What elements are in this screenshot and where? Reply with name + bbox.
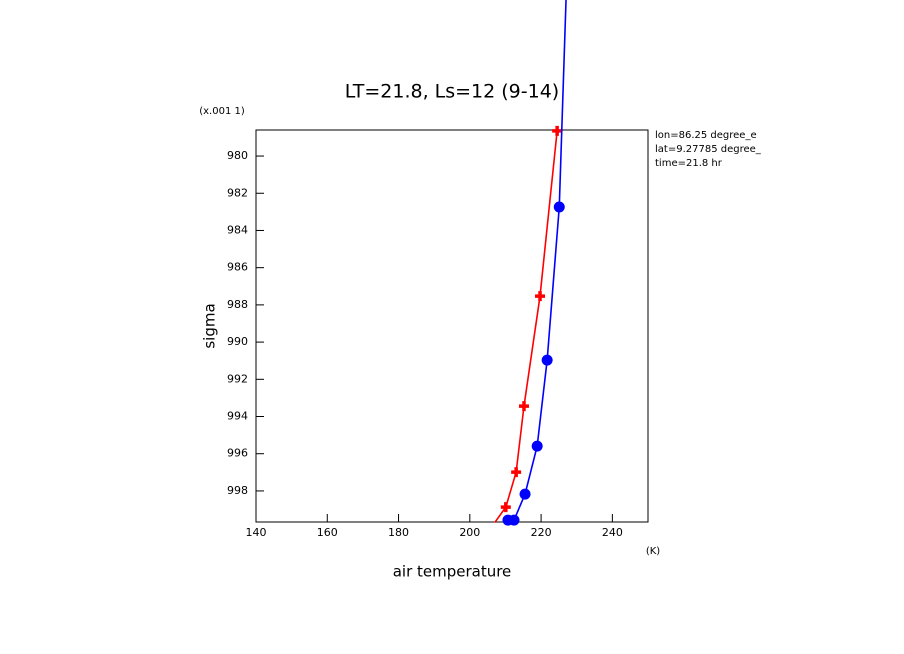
- marker: [518, 401, 529, 412]
- y-tick-label: 996: [227, 447, 248, 460]
- x-unit: (K): [646, 546, 660, 557]
- chart-title: LT=21.8, Ls=12 (9-14): [345, 81, 559, 103]
- marker: [552, 125, 563, 136]
- marker: [541, 354, 553, 366]
- x-axis-label: air temperature: [393, 563, 512, 581]
- y-tick-label: 986: [227, 261, 248, 274]
- series-line: [494, 130, 558, 524]
- y-tick-label: 998: [227, 484, 248, 497]
- y-tick-label: 992: [227, 372, 248, 385]
- annotation: time=21.8 hr: [655, 158, 723, 169]
- marker: [553, 201, 565, 213]
- x-tick-label: 240: [602, 526, 623, 539]
- marker: [519, 488, 531, 500]
- marker: [531, 440, 543, 452]
- x-tick-label: 200: [459, 526, 480, 539]
- y-tick-label: 994: [227, 410, 248, 423]
- annotation: lat=9.27785 degree_: [655, 144, 762, 155]
- y-tick-label: 990: [227, 335, 248, 348]
- y-tick-label: 984: [227, 223, 248, 236]
- x-tick-label: 140: [246, 526, 267, 539]
- y-tick-label: 988: [227, 298, 248, 311]
- marker: [535, 291, 546, 302]
- x-tick-label: 160: [317, 526, 338, 539]
- annotation: lon=86.25 degree_e: [655, 130, 757, 141]
- y-axis-label: sigma: [201, 303, 219, 348]
- marker: [502, 514, 514, 526]
- marker: [500, 502, 511, 513]
- y-tick-label: 982: [227, 186, 248, 199]
- x-tick-label: 180: [388, 526, 409, 539]
- x-tick-label: 220: [531, 526, 552, 539]
- plot-frame: [255, 129, 649, 523]
- y-tick-label: 980: [227, 149, 248, 162]
- marker: [511, 467, 522, 478]
- y-scale-note: (x.001 1): [199, 106, 245, 117]
